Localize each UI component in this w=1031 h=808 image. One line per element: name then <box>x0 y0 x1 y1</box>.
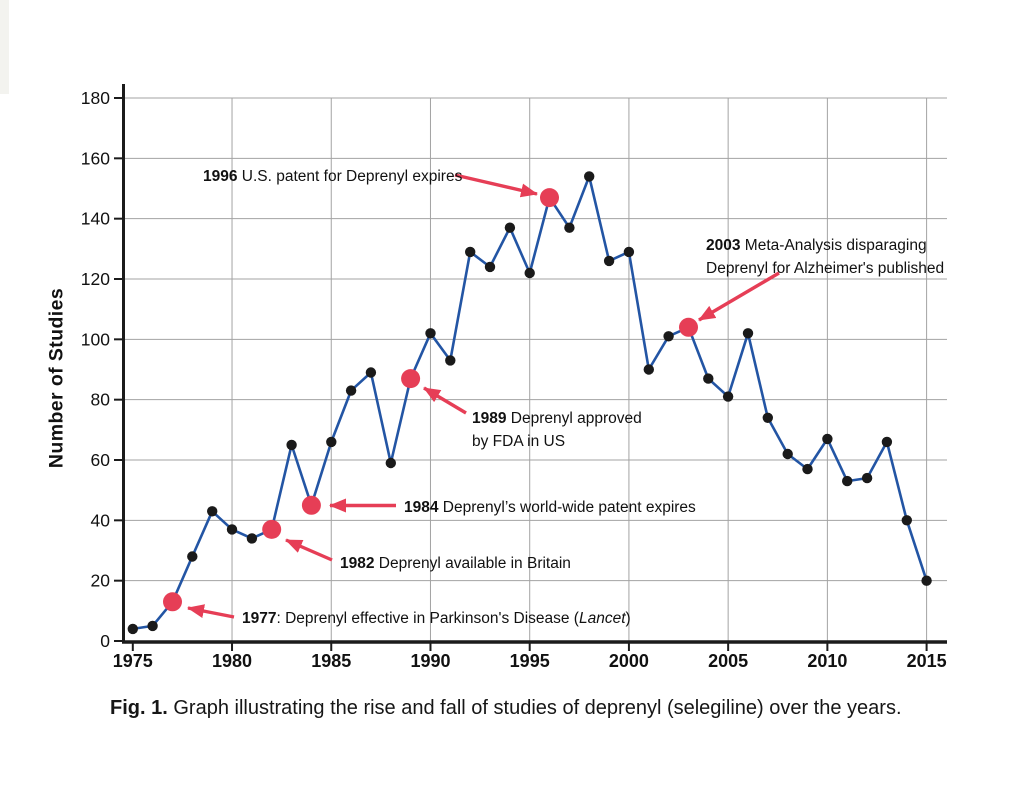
caption-text: Graph illustrating the rise and fall of … <box>167 697 902 719</box>
annotation-arrow <box>423 386 467 415</box>
data-points <box>127 171 932 635</box>
data-point-1994 <box>504 222 516 233</box>
highlight-points <box>163 188 698 612</box>
data-point-1975 <box>127 623 138 635</box>
annotation-arrow <box>698 271 780 322</box>
data-point-1995 <box>524 267 535 279</box>
annotation-1982: 1982 Deprenyl available in Britain <box>340 552 571 575</box>
x-tick-label: 2010 <box>807 651 847 671</box>
y-tick-label: 140 <box>81 209 110 229</box>
annotation-text: Deprenyl’s world-wide patent expires <box>438 499 696 516</box>
data-point-1978 <box>187 551 198 562</box>
highlight-point-2003 <box>679 317 698 337</box>
y-tick-label: 100 <box>81 329 110 349</box>
data-point-1980 <box>226 524 238 535</box>
x-tick-label: 1975 <box>113 651 153 671</box>
annotation-text: U.S. patent for Deprenyl expires <box>237 168 463 185</box>
data-point-2001 <box>643 364 654 375</box>
annotation-text: Deprenyl available in Britain <box>374 555 571 572</box>
annotation-year: 2003 <box>706 237 741 254</box>
axis-ticks <box>114 97 928 651</box>
annotation-arrow <box>285 538 333 562</box>
annotation-2003: 2003 Meta-Analysis disparaging Deprenyl … <box>706 234 960 280</box>
highlight-point-1989 <box>401 369 421 389</box>
highlight-point-1982 <box>262 519 282 539</box>
annotation-1989: 1989 Deprenyl approved by FDA in US <box>472 407 660 453</box>
y-tick-label: 180 <box>81 88 110 108</box>
highlight-point-1984 <box>301 495 321 515</box>
data-point-1983 <box>286 439 297 451</box>
highlight-point-1996 <box>540 188 559 208</box>
data-point-2014 <box>901 515 912 526</box>
y-tick-label: 60 <box>91 450 111 470</box>
x-tick-label: 2000 <box>609 651 649 671</box>
annotation-year: 1989 <box>472 410 507 427</box>
data-point-1988 <box>385 457 396 469</box>
y-tick-label: 160 <box>81 148 110 168</box>
x-tick-label: 1980 <box>212 651 252 671</box>
annotation-arrow <box>454 173 538 198</box>
y-tick-labels: 0 20 40 60 80 100 120 140 160 180 <box>81 88 110 651</box>
annotation-1984: 1984 Deprenyl’s world-wide patent expire… <box>404 496 696 519</box>
data-point-1987 <box>365 367 377 378</box>
annotation-arrow <box>187 604 235 619</box>
data-point-2007 <box>762 412 773 423</box>
annotation-year: 1984 <box>404 499 439 516</box>
data-point-2013 <box>881 436 893 448</box>
data-point-2012 <box>861 472 873 484</box>
data-point-1976 <box>147 620 158 632</box>
data-point-1979 <box>207 506 218 517</box>
data-point-1993 <box>484 261 496 273</box>
data-point-2009 <box>802 463 813 475</box>
annotation-arrows <box>187 173 780 619</box>
annotation-1996: 1996 U.S. patent for Deprenyl expires <box>203 165 462 188</box>
x-tick-labels: 1975 1980 1985 1990 1995 2000 2005 2010 2015 <box>113 651 947 671</box>
line-chart: 0 20 40 60 80 100 120 140 160 180 1975 1980 1985 1990… <box>81 84 947 671</box>
data-point-1986 <box>345 385 357 396</box>
axes <box>122 84 947 644</box>
data-point-1997 <box>564 222 575 233</box>
annotation-year: 1996 <box>203 168 238 185</box>
data-point-2005 <box>722 391 734 402</box>
data-point-2002 <box>663 331 674 342</box>
annotation-tail: ) <box>625 610 631 627</box>
data-point-2015 <box>921 575 932 586</box>
highlight-point-1977 <box>163 592 182 612</box>
screen-edge-artifact <box>0 0 9 94</box>
data-point-2004 <box>703 373 714 384</box>
data-point-1985 <box>326 436 337 448</box>
data-point-1999 <box>603 255 615 267</box>
annotation-text: : Deprenyl effective in Parkinson's Dise… <box>276 610 579 627</box>
annotation-year: 1977 <box>242 610 277 627</box>
figure-caption: Fig. 1. Graph illustrating the rise and … <box>110 694 916 723</box>
x-tick-label: 1990 <box>410 651 450 671</box>
annotation-text: Deprenyl approved by FDA in US <box>472 410 642 450</box>
data-point-1981 <box>246 533 258 544</box>
y-tick-label: 40 <box>91 510 111 530</box>
x-tick-label: 2015 <box>907 651 947 671</box>
data-point-2000 <box>623 246 635 258</box>
data-point-1990 <box>425 328 436 339</box>
x-tick-label: 1985 <box>311 651 351 671</box>
data-point-1992 <box>465 246 476 258</box>
data-point-1991 <box>445 355 456 366</box>
annotation-year: 1982 <box>340 555 375 572</box>
y-tick-label: 80 <box>91 390 111 410</box>
x-tick-label: 1995 <box>510 651 550 671</box>
data-point-2008 <box>782 448 793 460</box>
y-tick-label: 0 <box>100 631 110 651</box>
data-point-1998 <box>584 171 595 182</box>
x-tick-label: 2005 <box>708 651 748 671</box>
annotation-1977: 1977: Deprenyl effective in Parkinson's … <box>242 607 631 630</box>
caption-label: Fig. 1. <box>110 697 168 719</box>
data-point-2006 <box>742 328 754 339</box>
annotation-italic: Lancet <box>578 610 626 627</box>
y-tick-label: 20 <box>91 571 111 591</box>
annotation-text: Meta-Analysis disparaging Deprenyl for A… <box>706 237 945 277</box>
y-tick-label: 120 <box>81 269 110 289</box>
data-point-2011 <box>842 475 853 487</box>
data-point-2010 <box>822 433 833 445</box>
